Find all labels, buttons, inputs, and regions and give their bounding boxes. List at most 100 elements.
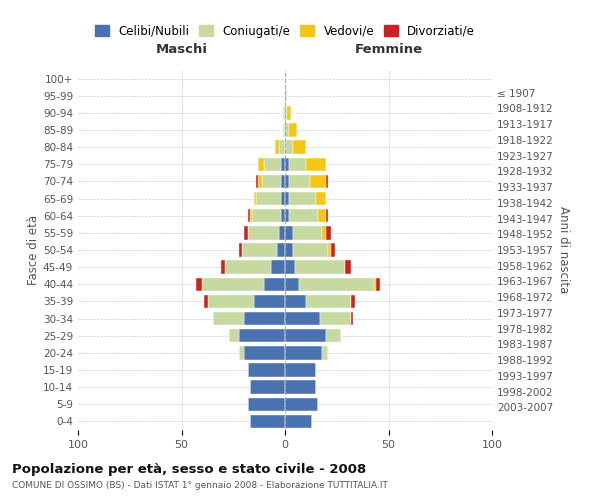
Bar — [316, 192, 326, 205]
Bar — [258, 158, 265, 171]
Bar — [265, 278, 285, 291]
Bar — [285, 124, 289, 136]
Bar — [289, 174, 310, 188]
Bar — [345, 260, 351, 274]
Legend: Celibi/Nubili, Coniugati/e, Vedovi/e, Divorziati/e: Celibi/Nubili, Coniugati/e, Vedovi/e, Di… — [90, 20, 480, 42]
Bar — [256, 174, 258, 188]
Bar — [262, 174, 281, 188]
Bar — [285, 414, 312, 428]
Bar — [328, 244, 331, 256]
Bar — [204, 294, 208, 308]
Bar — [252, 209, 281, 222]
Bar — [248, 398, 285, 411]
Bar — [279, 140, 285, 154]
Bar — [306, 294, 351, 308]
Bar — [256, 192, 281, 205]
Bar — [250, 209, 252, 222]
Bar — [285, 398, 318, 411]
Bar — [248, 209, 250, 222]
Bar — [244, 226, 248, 239]
Bar — [293, 244, 328, 256]
Text: COMUNE DI OSSIMO (BS) - Dati ISTAT 1° gennaio 2008 - Elaborazione TUTTITALIA.IT: COMUNE DI OSSIMO (BS) - Dati ISTAT 1° ge… — [12, 481, 388, 490]
Bar — [285, 380, 316, 394]
Bar — [281, 192, 285, 205]
Bar — [212, 312, 244, 326]
Bar — [202, 278, 265, 291]
Bar — [279, 226, 285, 239]
Bar — [283, 124, 285, 136]
Bar — [306, 158, 326, 171]
Bar — [277, 244, 285, 256]
Bar — [289, 209, 318, 222]
Bar — [254, 294, 285, 308]
Y-axis label: Fasce di età: Fasce di età — [27, 215, 40, 285]
Bar — [285, 209, 289, 222]
Bar — [289, 158, 306, 171]
Bar — [239, 329, 285, 342]
Bar — [285, 260, 295, 274]
Bar — [285, 106, 287, 120]
Bar — [242, 244, 277, 256]
Bar — [285, 244, 293, 256]
Bar — [250, 414, 285, 428]
Bar — [326, 226, 331, 239]
Bar — [254, 192, 256, 205]
Bar — [271, 260, 285, 274]
Bar — [244, 346, 285, 360]
Bar — [285, 278, 299, 291]
Text: Popolazione per età, sesso e stato civile - 2008: Popolazione per età, sesso e stato civil… — [12, 462, 366, 475]
Bar — [196, 278, 202, 291]
Bar — [326, 209, 328, 222]
Bar — [281, 158, 285, 171]
Bar — [376, 278, 380, 291]
Bar — [326, 329, 341, 342]
Y-axis label: Anni di nascita: Anni di nascita — [557, 206, 570, 294]
Bar — [265, 158, 281, 171]
Bar — [310, 174, 326, 188]
Bar — [285, 346, 322, 360]
Bar — [293, 140, 306, 154]
Bar — [351, 294, 355, 308]
Bar — [248, 364, 285, 376]
Bar — [326, 174, 328, 188]
Bar — [318, 209, 326, 222]
Bar — [244, 312, 285, 326]
Bar — [281, 209, 285, 222]
Bar — [285, 174, 289, 188]
Bar — [275, 140, 279, 154]
Bar — [281, 174, 285, 188]
Bar — [258, 174, 262, 188]
Bar — [248, 226, 279, 239]
Bar — [285, 89, 287, 102]
Bar — [299, 278, 374, 291]
Bar — [285, 226, 293, 239]
Bar — [320, 312, 351, 326]
Bar — [289, 192, 316, 205]
Bar — [285, 329, 326, 342]
Bar — [331, 244, 335, 256]
Bar — [221, 260, 225, 274]
Text: Femmine: Femmine — [355, 44, 422, 57]
Bar — [293, 226, 322, 239]
Bar — [283, 106, 285, 120]
Bar — [285, 192, 289, 205]
Bar — [239, 346, 244, 360]
Text: Maschi: Maschi — [155, 44, 208, 57]
Bar — [322, 346, 328, 360]
Bar — [285, 158, 289, 171]
Bar — [351, 312, 353, 326]
Bar — [285, 312, 320, 326]
Bar — [289, 124, 298, 136]
Bar — [285, 140, 293, 154]
Bar — [285, 364, 316, 376]
Bar — [295, 260, 345, 274]
Bar — [208, 294, 254, 308]
Bar — [250, 380, 285, 394]
Bar — [322, 226, 326, 239]
Bar — [225, 260, 271, 274]
Bar — [239, 244, 242, 256]
Bar — [229, 329, 239, 342]
Bar — [287, 106, 291, 120]
Bar — [374, 278, 376, 291]
Bar — [285, 294, 306, 308]
